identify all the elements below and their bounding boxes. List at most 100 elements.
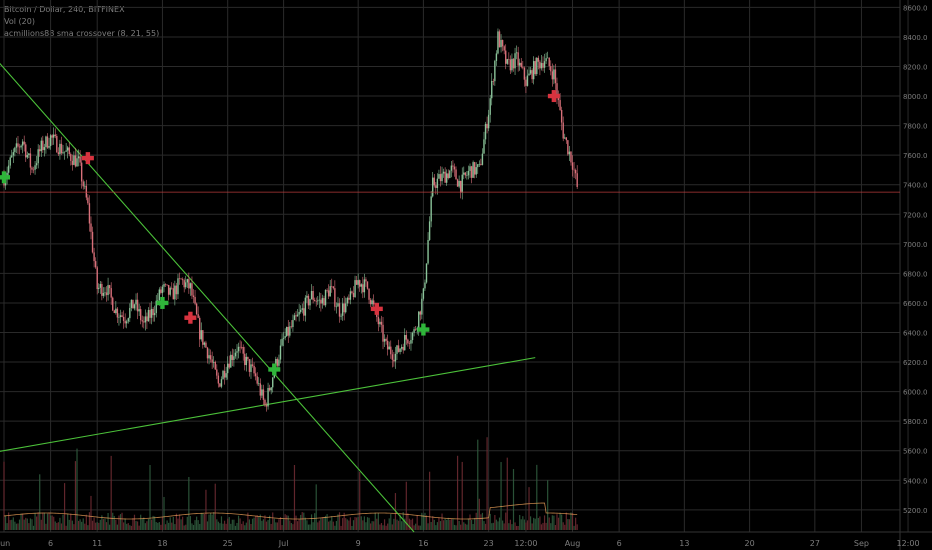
volume-bar <box>95 522 97 530</box>
candle-body <box>338 303 341 317</box>
candle-body <box>77 156 80 159</box>
candle-body <box>245 356 248 366</box>
candle-body <box>345 303 347 313</box>
candle-body <box>74 155 77 167</box>
candle-body <box>126 321 128 324</box>
volume-bar <box>405 481 407 530</box>
candle-body <box>508 59 510 60</box>
volume-bar <box>320 518 322 530</box>
candle-body <box>175 285 178 295</box>
volume-bar <box>292 524 294 530</box>
candle-body <box>124 320 126 324</box>
candle-body <box>428 221 431 240</box>
volume-bar <box>149 464 151 530</box>
candle-body <box>43 147 46 151</box>
candle-body <box>226 363 229 374</box>
price-tick-label: 8000.0 <box>903 93 928 101</box>
candle-body <box>394 353 397 362</box>
candle-body <box>351 291 353 293</box>
candle-body <box>545 58 547 62</box>
volume-bar <box>379 524 381 530</box>
volume-indicator-label[interactable]: Vol (20) <box>4 17 35 26</box>
volume-bar <box>460 524 462 530</box>
candle-body <box>413 329 415 333</box>
time-axis[interactable]: Jun 6 11 18 25 Jul 9 16 23 12:00 Aug 6 13 20 27 Sep 12:0… <box>0 539 920 548</box>
volume-bar <box>90 495 92 530</box>
candle-body <box>84 185 86 187</box>
price-tick-label: 5400.0 <box>903 477 928 485</box>
candle-body <box>80 162 83 182</box>
volume-bar <box>261 520 263 530</box>
volume-bar <box>481 512 484 530</box>
symbol-title[interactable]: Bitcoin / Dollar, 240, BITFINEX <box>4 5 125 14</box>
candle-body <box>390 346 392 355</box>
candle-body <box>20 145 22 148</box>
candle-body <box>480 163 482 165</box>
candle-body <box>346 297 348 304</box>
volume-bar <box>387 523 389 530</box>
time-tick-label: 12:00 <box>514 539 537 548</box>
candle-body <box>31 167 33 170</box>
buy-signal-marker <box>0 175 10 180</box>
sma-crossover-indicator-label[interactable]: acmillions88 sma crossover (8, 21, 55) <box>4 29 160 38</box>
candle-body <box>404 334 406 351</box>
volume-bar <box>436 522 438 530</box>
volume-bar <box>508 523 510 530</box>
candle-body <box>209 355 212 360</box>
price-axis[interactable]: 5200.0 5400.0 5600.0 5800.0 6000.0 6200.0 6400… <box>903 4 928 514</box>
volume-bar <box>50 515 52 530</box>
volume-bar <box>483 521 485 530</box>
sell-signal-marker <box>370 306 383 312</box>
volume-bar <box>332 521 334 530</box>
candle-body <box>369 299 372 305</box>
volume-bar <box>564 524 566 530</box>
volume-bar <box>113 515 115 530</box>
volume-bar <box>475 512 477 530</box>
volume-bar <box>77 520 80 530</box>
trendline <box>0 62 415 533</box>
volume-bar <box>326 514 328 530</box>
candle-body <box>453 166 456 170</box>
volume-bar <box>31 519 33 530</box>
price-tick-label: 5800.0 <box>903 418 928 426</box>
candle-body <box>222 370 224 380</box>
volume-bar <box>514 522 516 530</box>
price-tick-label: 6400.0 <box>903 330 928 338</box>
candle-body <box>360 284 362 287</box>
volume-bar <box>132 518 134 530</box>
candle-body <box>90 223 92 232</box>
volume-bar <box>509 519 511 530</box>
candle-body <box>348 297 350 300</box>
volume-bar <box>71 520 73 530</box>
volume-bar <box>534 518 536 530</box>
trendlines[interactable] <box>0 58 536 533</box>
candle-body <box>192 295 195 297</box>
candle-body <box>146 316 148 322</box>
candle-body <box>270 387 272 391</box>
volume-bar <box>163 496 165 530</box>
candle-body <box>183 280 185 288</box>
candle-body <box>340 315 342 317</box>
volume-bar <box>388 518 390 530</box>
candle-body <box>318 299 321 301</box>
candle-body <box>264 399 266 406</box>
volume-bar <box>547 480 549 530</box>
candle-body <box>309 299 311 306</box>
candle-body <box>112 297 114 311</box>
candle-body <box>410 340 412 344</box>
volume-bar <box>317 522 319 530</box>
candle-body <box>17 143 19 147</box>
volume-bar <box>161 517 164 530</box>
volume-bar <box>203 513 205 530</box>
price-tick-label: 7800.0 <box>903 123 928 131</box>
volume-bar <box>310 514 313 530</box>
price-tick-label: 7200.0 <box>903 211 928 219</box>
volume-bar <box>449 519 451 530</box>
candle-body <box>326 290 328 291</box>
volume-bar <box>543 515 546 530</box>
volume-bar <box>206 521 209 530</box>
volume-bar <box>360 516 362 530</box>
candle-body <box>164 284 167 285</box>
volume-bar <box>17 523 19 530</box>
